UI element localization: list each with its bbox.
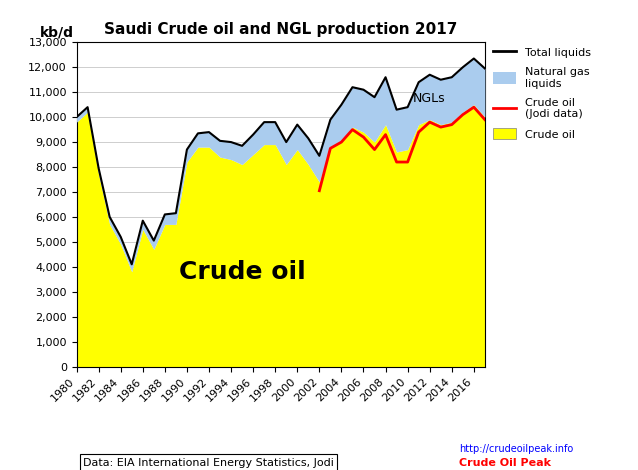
Text: Crude Oil Peak: Crude Oil Peak <box>459 458 551 468</box>
Legend: Total liquids, Natural gas
liquids, Crude oil
(Jodi data), Crude oil: Total liquids, Natural gas liquids, Crud… <box>489 42 595 144</box>
Text: kb/d: kb/d <box>40 25 74 39</box>
Text: http://crudeoilpeak.info: http://crudeoilpeak.info <box>459 444 574 454</box>
Title: Saudi Crude oil and NGL production 2017: Saudi Crude oil and NGL production 2017 <box>104 22 457 37</box>
Text: NGLs: NGLs <box>413 92 446 105</box>
Text: Data: EIA International Energy Statistics, Jodi: Data: EIA International Energy Statistic… <box>83 458 334 468</box>
Text: Crude oil: Crude oil <box>179 260 306 284</box>
